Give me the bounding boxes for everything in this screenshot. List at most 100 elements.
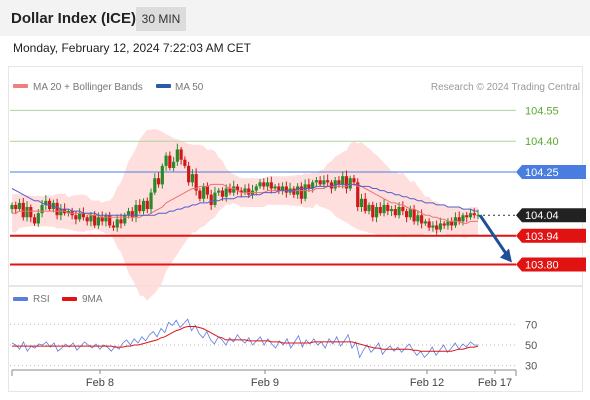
candle-body (374, 207, 379, 218)
candle-body (389, 209, 394, 212)
ma20-line (12, 183, 478, 224)
legend-9ma-swatch (62, 297, 77, 301)
candle-body (423, 221, 427, 224)
candle-body (307, 184, 311, 189)
candle-body (476, 215, 480, 217)
candle-body (382, 204, 386, 214)
candle-body (36, 213, 40, 224)
candle-body (344, 176, 349, 189)
rsi-plot: 70 50 30 (10, 318, 537, 373)
candle-body (220, 190, 225, 197)
candle-body (431, 225, 435, 228)
candle-body (111, 225, 116, 228)
candle-body (25, 207, 29, 218)
candle-body (232, 186, 236, 193)
candle-body (393, 209, 397, 216)
rsi-tick-50: 50 (525, 340, 537, 352)
candle-body (51, 202, 55, 210)
legend-ma50-label: MA 50 (175, 82, 204, 93)
level-tag-104.04 (516, 208, 586, 223)
candle-body (183, 159, 187, 166)
candle-body (401, 207, 405, 212)
candle-body (235, 186, 240, 191)
level-label-104.40: 104.40 (525, 136, 559, 148)
candle-body (322, 180, 326, 185)
price-plot: 104.55 104.40 104.25 104.04 103.94 103.80 (10, 105, 586, 301)
candle-body (378, 207, 382, 214)
candle-body (202, 186, 206, 199)
x-tick-label-3: Feb 17 (478, 377, 512, 389)
candle-body (217, 190, 221, 193)
candle-body (89, 215, 93, 222)
level-label-103.94: 103.94 (525, 231, 559, 243)
x-axis: Feb 8 Feb 9 Feb 12 Feb 17 (11, 369, 517, 389)
candle-body (299, 186, 303, 199)
candle-body (254, 186, 258, 191)
legend-ma20-swatch (13, 84, 28, 88)
level-tag-103.94 (516, 228, 586, 243)
candle-body (442, 223, 446, 226)
candle-body (465, 215, 469, 218)
candle-body (194, 174, 198, 191)
candle-body (404, 211, 409, 218)
candle-body (435, 225, 439, 230)
candle-body (168, 155, 172, 168)
candle-body (269, 182, 273, 189)
level-label-103.80: 103.80 (525, 260, 559, 272)
level-label-104.55: 104.55 (525, 105, 559, 117)
candle-body (359, 198, 364, 207)
candle-body (209, 194, 213, 205)
candle-body (153, 178, 157, 193)
candle-body (78, 213, 82, 220)
candle-body (213, 192, 217, 205)
candle-body (438, 223, 443, 230)
candle-body (130, 211, 134, 218)
research-credit: Research © 2024 Trading Central (431, 82, 580, 93)
forecast-arrow-head (500, 248, 512, 263)
legend-9ma-label: 9MA (82, 294, 103, 305)
candle-body (318, 180, 322, 185)
candle-body (337, 180, 341, 185)
candle-body (472, 213, 476, 216)
level-tag-103.80 (516, 257, 586, 272)
legend-ma20-label: MA 20 + Bollinger Bands (33, 82, 143, 93)
candle-body (187, 165, 191, 183)
candle-body (280, 186, 285, 191)
candle-body (468, 213, 473, 218)
candle-body (100, 217, 104, 222)
candle-body (397, 207, 401, 216)
candle-body (17, 202, 22, 210)
candle-body (21, 202, 25, 218)
candle-body (258, 182, 262, 187)
candle-body (171, 161, 176, 168)
candle-body (247, 188, 251, 195)
timeframe-badge[interactable]: 30 MIN (136, 7, 186, 31)
candle-body (341, 176, 345, 185)
x-tick-label-0: Feb 8 (86, 377, 114, 389)
candle-body (115, 219, 119, 228)
ma50-line (11, 183, 478, 216)
candle-body (352, 178, 356, 183)
candle-body (66, 211, 70, 214)
timestamp-label: Monday, February 12, 2024 7:22:03 AM CET (13, 41, 251, 55)
candle-body (205, 186, 210, 195)
candle-body (175, 149, 179, 162)
candle-body (277, 186, 281, 191)
level-label-104.04: 104.04 (525, 210, 559, 222)
candle-body (179, 149, 183, 160)
candle-body (348, 178, 352, 189)
candle-body (126, 211, 131, 216)
instrument-title: Dollar Index (ICE) (11, 10, 137, 27)
candle-body (386, 204, 390, 212)
level-label-104.25: 104.25 (525, 167, 559, 179)
candle-body (461, 215, 465, 222)
candle-body (96, 217, 101, 226)
rsi-legend: RSI 9MA (13, 294, 103, 305)
rsi-line (11, 318, 478, 359)
x-tick-label-2: Feb 12 (410, 377, 444, 389)
candle-body (134, 204, 138, 218)
forecast-arrow-shaft (478, 214, 510, 258)
candle-body (408, 209, 412, 218)
candle-body (367, 204, 371, 212)
